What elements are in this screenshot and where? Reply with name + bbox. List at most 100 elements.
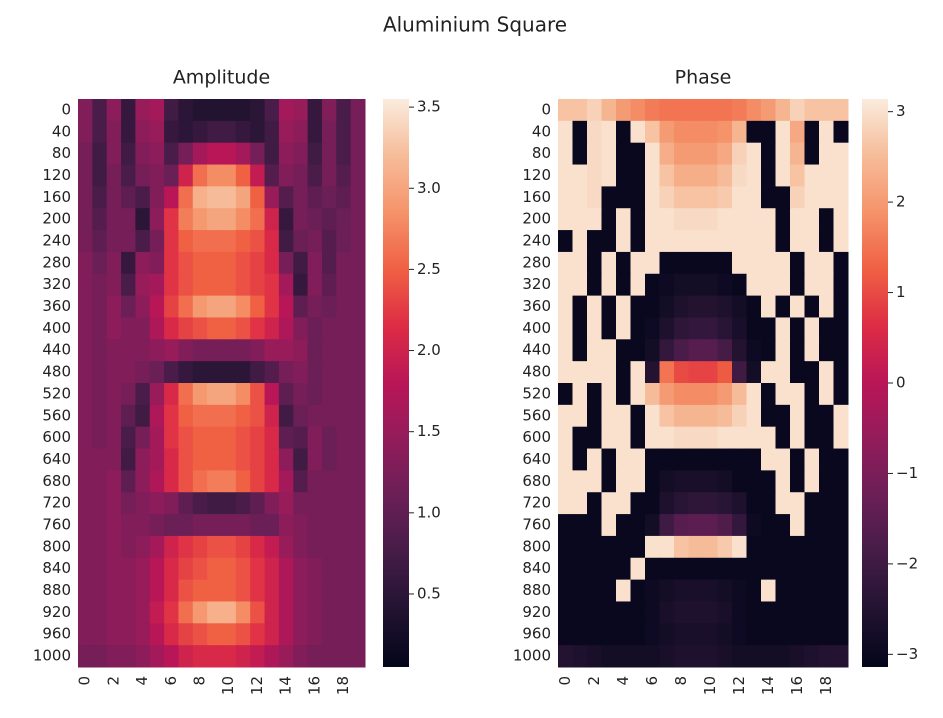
heatmap-cell: [336, 404, 352, 428]
heatmap-cell: [630, 339, 646, 362]
heatmap-cell: [674, 404, 689, 428]
heatmap-cell: [659, 383, 675, 406]
heatmap-cell: [321, 645, 337, 668]
heatmap-cell: [630, 142, 646, 166]
heatmap-cell: [278, 426, 294, 450]
y-tick-label: 40: [52, 122, 71, 140]
heatmap-cell: [350, 514, 366, 537]
heatmap-cell: [278, 470, 294, 493]
heatmap-cell: [293, 383, 309, 406]
heatmap-cell: [645, 448, 660, 471]
y-tick-label: 840: [42, 559, 71, 577]
heatmap-cell: [235, 492, 251, 515]
heatmap-cell: [192, 273, 208, 297]
heatmap-cell: [688, 557, 704, 581]
y-tick-label: 200: [42, 210, 71, 228]
heatmap-cell: [106, 120, 122, 144]
heatmap-cell: [293, 492, 309, 515]
heatmap-cell: [819, 208, 834, 231]
heatmap-cell: [659, 208, 675, 231]
heatmap-cell: [336, 557, 352, 581]
heatmap-cell: [221, 208, 237, 231]
heatmap-cell: [761, 295, 776, 318]
heatmap-cell: [135, 120, 151, 144]
heatmap-cell: [630, 645, 646, 668]
heatmap-cell: [207, 230, 222, 253]
heatmap-cell: [106, 535, 122, 559]
heatmap-cell: [601, 470, 617, 493]
heatmap-cell: [350, 230, 366, 253]
heatmap-cell: [164, 557, 179, 581]
heatmap-cell: [833, 339, 849, 362]
heatmap-cell: [630, 557, 646, 581]
heatmap-cell: [790, 645, 805, 668]
heatmap-cell: [630, 535, 646, 559]
heatmap-cell: [819, 514, 834, 537]
heatmap-cell: [804, 535, 820, 559]
heatmap-cell: [321, 492, 337, 515]
heatmap-cell: [321, 120, 337, 144]
heatmap-cell: [616, 317, 631, 340]
heatmap-cell: [804, 186, 820, 209]
heatmap-cell: [703, 120, 718, 144]
heatmap-cell: [121, 208, 136, 231]
heatmap-cell: [761, 535, 776, 559]
heatmap-cell: [587, 492, 602, 515]
heatmap-cell: [106, 404, 122, 428]
heatmap-cell: [192, 339, 208, 362]
heatmap-cell: [121, 601, 136, 624]
heatmap-cell: [790, 623, 805, 646]
heatmap-cell: [178, 295, 194, 318]
heatmap-cell: [207, 404, 222, 428]
heatmap-cell: [746, 273, 762, 297]
heatmap-cell: [164, 535, 179, 559]
heatmap-cell: [732, 186, 747, 209]
heatmap-cell: [178, 601, 194, 624]
heatmap-cell: [106, 448, 122, 471]
heatmap-cell: [307, 448, 323, 471]
heatmap-cell: [221, 514, 237, 537]
heatmap-cell: [732, 601, 747, 624]
heatmap-cell: [717, 492, 733, 515]
heatmap-cell: [645, 383, 660, 406]
colorbar-tick-label: 2: [896, 193, 906, 211]
heatmap-cell: [761, 361, 776, 384]
heatmap-cell: [587, 186, 602, 209]
y-tick-label: 720: [42, 494, 71, 512]
heatmap-cell: [321, 426, 337, 450]
heatmap-cell: [235, 361, 251, 384]
heatmap-cell: [106, 208, 122, 231]
heatmap-cell: [732, 208, 747, 231]
heatmap-cell: [207, 208, 222, 231]
heatmap-cell: [78, 361, 93, 384]
heatmap-cell: [761, 426, 776, 450]
heatmap-cell: [819, 120, 834, 144]
heatmap-cell: [572, 470, 588, 493]
heatmap-cell: [601, 295, 617, 318]
heatmap-cell: [703, 186, 718, 209]
heatmap-cell: [264, 339, 280, 362]
heatmap-cell: [278, 601, 294, 624]
heatmap-cell: [674, 426, 689, 450]
heatmap-cell: [558, 164, 573, 187]
heatmap-cell: [293, 601, 309, 624]
heatmap-cell: [572, 186, 588, 209]
heatmap-cell: [819, 317, 834, 340]
heatmap-cell: [703, 623, 718, 646]
heatmap-cell: [207, 120, 222, 144]
heatmap-cell: [674, 230, 689, 253]
heatmap-cell: [645, 579, 660, 602]
heatmap-cell: [92, 514, 108, 537]
heatmap-cell: [336, 230, 352, 253]
heatmap-cell: [761, 142, 776, 166]
heatmap-cell: [616, 361, 631, 384]
heatmap-cell: [659, 339, 675, 362]
x-tick-label: 4: [133, 676, 151, 686]
y-tick-label: 920: [522, 603, 551, 621]
heatmap-cell: [674, 492, 689, 515]
heatmap-cell: [630, 579, 646, 602]
heatmap-cell: [688, 514, 704, 537]
heatmap-cell: [250, 557, 266, 581]
heatmap-cell: [572, 230, 588, 253]
heatmap-cell: [819, 99, 834, 122]
